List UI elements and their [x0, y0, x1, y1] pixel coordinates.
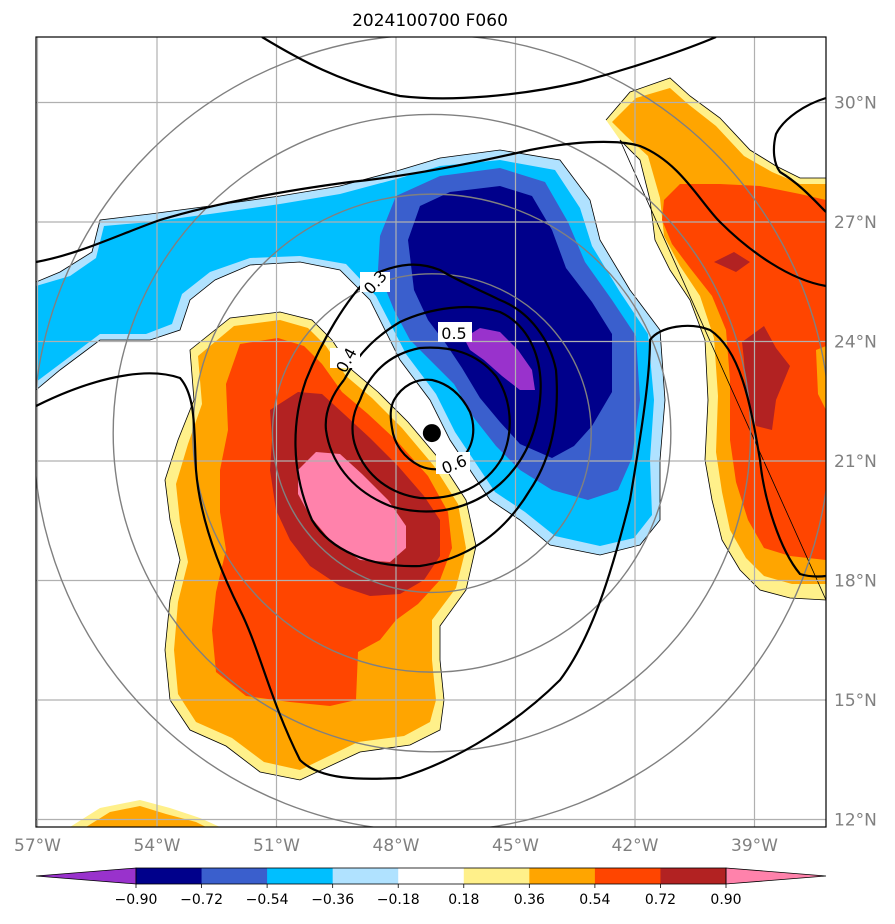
colorbar-tick-label: 0.72 — [645, 892, 676, 908]
contour-label-0-5: 0.5 — [441, 324, 466, 343]
anomaly-purple — [464, 328, 535, 390]
colorbar-swatch — [398, 868, 465, 884]
colorbar-extend-high — [725, 867, 827, 885]
anomaly-outline-blue — [36, 149, 666, 556]
colorbar-swatch — [332, 868, 399, 884]
longitude-tick-label: 39°W — [731, 836, 778, 856]
anomaly-south-orange — [86, 806, 206, 827]
longitude-tick-label: 45°W — [492, 836, 539, 856]
longitude-tick-label: 48°W — [373, 836, 420, 856]
anomaly-navy — [408, 186, 612, 458]
range-rings — [36, 37, 826, 827]
contour-label-bg-0-3 — [360, 272, 390, 292]
anomaly-outline-west — [164, 311, 477, 781]
contour-north — [261, 37, 717, 100]
longitude-tick-labels: 57°W 54°W 51°W 48°W 45°W 42°W 39°W — [14, 836, 778, 856]
contour-label-bg-0-6 — [436, 452, 470, 474]
colorbar-extend-low — [35, 867, 137, 885]
longitude-tick-label: 51°W — [253, 836, 300, 856]
map-frame — [35, 36, 827, 828]
contour-label-bg-0-4 — [330, 348, 360, 368]
longitude-tick-label: 54°W — [134, 836, 181, 856]
latitude-tick-label: 15°N — [834, 691, 877, 711]
colorbar-tick-label: 0.36 — [514, 892, 545, 908]
latitude-tick-labels: 30°N 27°N 24°N 21°N 18°N 15°N 12°N — [834, 94, 877, 831]
latitude-tick-label: 27°N — [834, 213, 877, 233]
contour-0-5 — [351, 346, 511, 500]
latitude-tick-label: 21°N — [834, 452, 877, 472]
range-ring — [271, 273, 592, 594]
colorbar-tick-label: 0.90 — [710, 892, 741, 908]
colorbar-tick-label: 0.18 — [448, 892, 479, 908]
colorbar-swatch — [529, 868, 596, 884]
colorbar-swatch — [136, 868, 203, 884]
map-area: 0.3 0.4 0.5 0.6 — [36, 37, 826, 827]
latitude-tick-label: 18°N — [834, 572, 877, 592]
latitude-tick-label: 30°N — [834, 94, 877, 114]
contour-0-4 — [324, 305, 542, 513]
contour-northeast — [772, 96, 826, 213]
range-ring — [112, 113, 752, 753]
latitude-tick-label: 12°N — [834, 811, 877, 831]
latitude-tick-label: 24°N — [834, 333, 877, 353]
contour-label-bg-0-5 — [438, 322, 472, 342]
colorbar-swatch — [201, 868, 268, 884]
colorbar-tick-label: −0.36 — [311, 892, 354, 908]
storm-center-marker — [422, 424, 441, 443]
colorbar-tick-label: −0.54 — [246, 892, 289, 908]
colorbar-tick-label: −0.90 — [115, 892, 158, 908]
contour-middle — [36, 140, 826, 288]
contour-0-3 — [294, 263, 558, 568]
anomaly-east-firebrick-north — [714, 252, 750, 272]
colorbar-tick-label: −0.72 — [180, 892, 223, 908]
colorbar: −0.90 −0.72 −0.54 −0.36 −0.18 0.18 0.36 0.54 0.7… — [35, 867, 827, 908]
colorbar-tick-label: 0.54 — [579, 892, 610, 908]
anomaly-pink — [298, 452, 406, 562]
range-ring — [192, 193, 672, 673]
colorbar-swatch — [267, 868, 334, 884]
contour-0-2 — [36, 324, 826, 780]
colorbar-tick-label: −0.18 — [377, 892, 420, 908]
longitude-tick-label: 42°W — [612, 836, 659, 856]
colorbar-frame — [135, 867, 727, 885]
colorbar-swatch — [463, 868, 530, 884]
colorbar-swatch — [660, 868, 727, 884]
longitude-tick-label: 57°W — [14, 836, 61, 856]
map-title: 2024100700 F060 — [352, 11, 508, 31]
colorbar-swatch — [594, 868, 661, 884]
